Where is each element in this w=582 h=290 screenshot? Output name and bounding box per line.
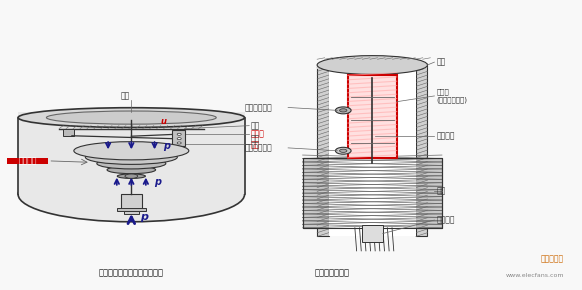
Bar — [63, 128, 74, 136]
Bar — [329, 65, 416, 236]
Ellipse shape — [177, 133, 181, 135]
Text: www.elecfans.com: www.elecfans.com — [505, 273, 564, 278]
Text: 支撑骨架: 支撑骨架 — [436, 132, 455, 141]
Ellipse shape — [107, 166, 155, 174]
Bar — [18, 112, 244, 194]
Ellipse shape — [177, 138, 181, 140]
Ellipse shape — [47, 111, 217, 124]
Ellipse shape — [86, 150, 178, 164]
Ellipse shape — [118, 174, 146, 178]
Ellipse shape — [18, 167, 244, 222]
Bar — [117, 209, 146, 211]
Text: 电子发烧友: 电子发烧友 — [541, 254, 564, 263]
Text: p: p — [155, 177, 162, 187]
Text: 电位器: 电位器 — [250, 130, 264, 139]
Bar — [317, 65, 329, 236]
Text: 引线: 引线 — [250, 140, 260, 149]
Bar — [303, 158, 442, 228]
Text: 电位器式真空膜盒压力传感器: 电位器式真空膜盒压力传感器 — [99, 269, 164, 278]
Ellipse shape — [177, 142, 181, 144]
Text: p: p — [140, 212, 148, 222]
Bar — [6, 158, 48, 164]
Bar — [124, 211, 139, 214]
Ellipse shape — [97, 158, 166, 169]
Text: 外壳: 外壳 — [436, 58, 445, 67]
Text: 圆柱壳
(谐振敏感元件): 圆柱壳 (谐振敏感元件) — [436, 88, 467, 103]
Text: 压力入口: 压力入口 — [436, 215, 455, 224]
Text: 电磁激励线圈: 电磁激励线圈 — [244, 103, 272, 112]
Ellipse shape — [317, 56, 427, 74]
Bar — [348, 75, 397, 158]
Bar — [172, 130, 185, 146]
Text: 壳体: 壳体 — [250, 135, 260, 144]
Text: 电刷: 电刷 — [250, 121, 260, 130]
Text: 电磁检测线圈: 电磁检测线圈 — [244, 143, 272, 152]
Text: 真空膜盒: 真空膜盒 — [18, 156, 37, 165]
Bar — [121, 194, 142, 210]
Ellipse shape — [335, 147, 351, 154]
Bar — [362, 225, 383, 242]
Ellipse shape — [340, 149, 347, 152]
Ellipse shape — [74, 142, 189, 160]
Text: 基座: 基座 — [436, 187, 445, 196]
Text: 弹簧: 弹簧 — [121, 91, 130, 100]
Ellipse shape — [125, 174, 138, 178]
Ellipse shape — [335, 107, 351, 114]
Text: p: p — [164, 141, 171, 151]
Bar — [416, 65, 427, 236]
Text: u: u — [161, 117, 166, 126]
Ellipse shape — [18, 108, 244, 127]
Text: 谐振筒式压力传: 谐振筒式压力传 — [314, 269, 349, 278]
Bar — [317, 65, 427, 69]
Bar — [303, 158, 442, 228]
Ellipse shape — [340, 109, 347, 112]
